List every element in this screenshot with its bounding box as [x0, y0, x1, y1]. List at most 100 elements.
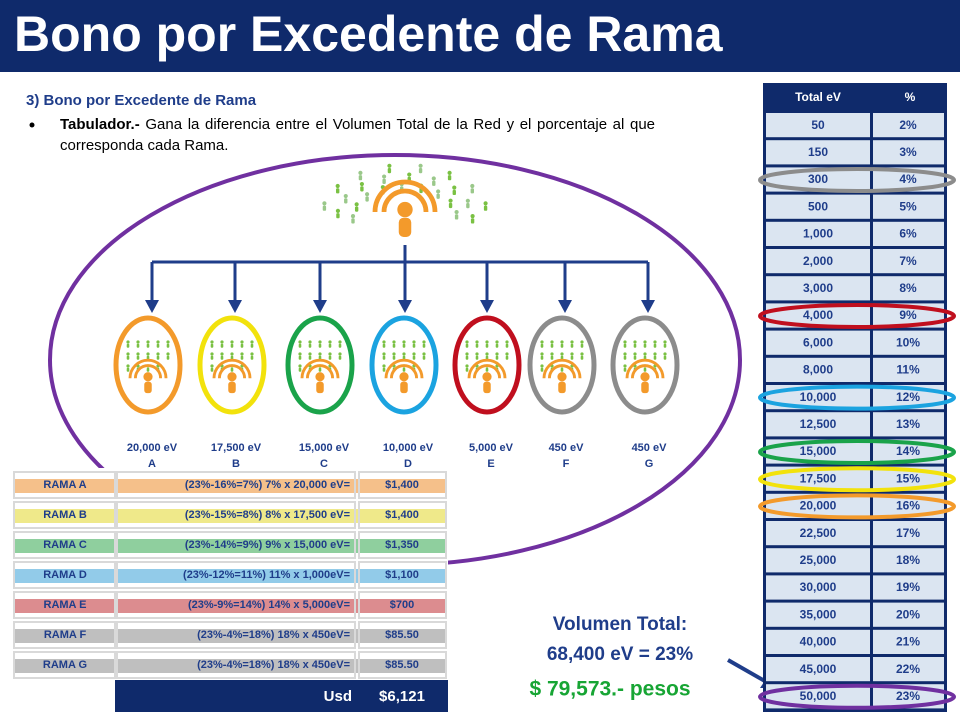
- branch-letter: G: [645, 458, 654, 470]
- person-body: [540, 355, 544, 360]
- person-body: [210, 343, 214, 348]
- tree-arrow: [313, 300, 327, 313]
- person-body: [166, 343, 170, 348]
- rama-name: RAMA B: [43, 509, 87, 521]
- person-body: [336, 213, 340, 219]
- signal-arc: [542, 358, 582, 379]
- tab-volume: 15,000: [800, 444, 837, 458]
- person-head: [540, 340, 544, 344]
- bullet-label: Tabulador.-: [60, 116, 140, 133]
- rama-cell: [116, 651, 356, 679]
- tab-volume: 500: [808, 199, 828, 213]
- bullet-paragraph: Tabulador.- Gana la diferencia entre el …: [60, 114, 655, 156]
- person-body: [220, 355, 224, 360]
- person-head: [328, 352, 332, 356]
- rama-amount: $85.50: [385, 629, 419, 641]
- tab-cell: [766, 221, 870, 246]
- person-body: [398, 217, 412, 237]
- person-head: [485, 340, 489, 344]
- rama-row-stripe: [14, 509, 446, 523]
- person-body: [230, 367, 234, 372]
- person-body: [570, 355, 574, 360]
- tab-percent: 19%: [896, 580, 920, 594]
- tab-cell: [766, 330, 870, 355]
- person-head: [407, 172, 412, 177]
- rama-name: RAMA F: [44, 629, 87, 641]
- person-body: [351, 218, 355, 224]
- tab-volume: 17,500: [800, 471, 837, 485]
- person-body: [580, 355, 584, 360]
- person-body: [448, 202, 453, 209]
- person-body: [653, 355, 657, 360]
- tab-percent: 12%: [896, 390, 920, 404]
- person-head: [580, 352, 584, 356]
- person-head: [483, 201, 488, 206]
- person-head: [402, 352, 406, 356]
- rama-cell: [358, 561, 447, 589]
- person-body: [166, 355, 170, 360]
- person-body: [465, 343, 469, 348]
- person-head: [298, 364, 302, 368]
- person-head: [156, 340, 160, 344]
- person-head: [387, 163, 392, 168]
- person-body: [412, 355, 416, 360]
- summary-pesos: $ 79,573.- pesos: [529, 678, 690, 701]
- person-head: [392, 352, 396, 356]
- title: Bono por Excedente de Rama: [14, 6, 724, 62]
- person-body: [126, 343, 130, 348]
- person-head: [465, 198, 470, 203]
- signal-arc: [212, 358, 252, 379]
- person-body: [633, 355, 637, 360]
- person-body: [316, 381, 324, 394]
- rama-cell: [116, 561, 356, 589]
- tab-percent: 13%: [896, 417, 920, 431]
- person-body: [402, 355, 406, 360]
- person-body: [495, 343, 499, 348]
- person-head: [470, 183, 475, 189]
- person-head: [470, 214, 475, 219]
- person-head: [318, 340, 322, 344]
- person-head: [322, 201, 327, 206]
- section-heading: 3) Bono por Excedente de Rama: [26, 92, 257, 109]
- person-body: [240, 343, 244, 348]
- person-body: [298, 367, 302, 372]
- person-head: [210, 340, 214, 344]
- highlight-ring: [758, 466, 956, 493]
- tab-cell: [766, 113, 870, 138]
- person-body: [623, 343, 627, 348]
- person-body: [230, 355, 234, 360]
- tab-volume: 12,500: [800, 417, 837, 431]
- tab-volume: 50,000: [800, 689, 837, 703]
- person-head: [557, 372, 567, 382]
- rama-name: RAMA D: [43, 569, 87, 581]
- person-body: [220, 343, 224, 348]
- person-body: [570, 343, 574, 348]
- tab-cell: [873, 548, 944, 573]
- person-body: [643, 343, 647, 348]
- tab-percent: 7%: [899, 254, 917, 268]
- person-body: [392, 355, 396, 360]
- person-head: [623, 352, 627, 356]
- signal-arc: [389, 364, 419, 379]
- person-body: [354, 206, 359, 212]
- signal-arc: [384, 358, 424, 379]
- highlight-ring: [758, 683, 956, 710]
- branch-volume: 15,000 eV: [299, 442, 350, 454]
- person-body: [144, 381, 152, 394]
- tree-arrow: [398, 300, 412, 313]
- tab-percent: 8%: [899, 281, 917, 295]
- tab-cell: [766, 249, 870, 274]
- tab-cell: [766, 548, 870, 573]
- rama-formula: (23%-4%=18%) 18% x 450eV=: [197, 629, 350, 641]
- branch-volume: 10,000 eV: [383, 442, 434, 454]
- rama-cell: [13, 531, 116, 559]
- person-body: [250, 343, 254, 348]
- tab-percent: 6%: [899, 227, 917, 241]
- tab-volume: 150: [808, 145, 828, 159]
- rama-formula: (23%-16%=7%) 7% x 20,000 eV=: [185, 479, 350, 491]
- signal-arc: [300, 358, 340, 379]
- tab-volume: 50: [811, 118, 825, 132]
- person-body: [210, 355, 214, 360]
- signal-arc: [630, 364, 660, 379]
- branch-letter: E: [487, 458, 494, 470]
